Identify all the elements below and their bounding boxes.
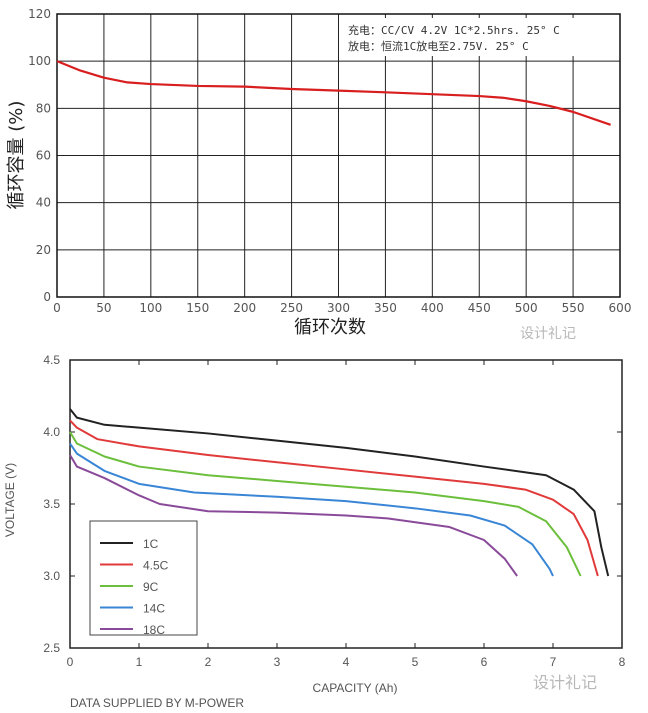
- annotation-box: [340, 18, 590, 56]
- x-tick-label: 7: [550, 655, 557, 669]
- x-tick-label: 600: [609, 301, 632, 315]
- x-tick-label: 350: [374, 301, 397, 315]
- y-tick-label: 100: [28, 54, 51, 68]
- annotation-text: 充电：CC/CV 4.2V 1C*2.5hrs. 25° C: [348, 23, 560, 37]
- x-tick-label: 200: [233, 301, 256, 315]
- series-line-capacity: [56, 60, 611, 126]
- x-tick-label: 6: [481, 655, 488, 669]
- x-tick-label: 0: [67, 655, 74, 669]
- x-axis-label: 循环次数: [294, 317, 366, 338]
- y-tick-label: 20: [36, 243, 51, 257]
- x-tick-label: 2: [205, 655, 212, 669]
- series-line-14C: [69, 442, 554, 577]
- y-tick-label: 60: [36, 149, 51, 163]
- x-tick-label: 1: [136, 655, 143, 669]
- y-tick-label: 3.0: [43, 569, 60, 583]
- x-tick-label: 50: [96, 301, 111, 315]
- legend-box: [89, 520, 198, 636]
- y-tick-label: 120: [28, 7, 51, 21]
- annotation-text: 放电：恒流1C放电至2.75V. 25° C: [348, 39, 529, 53]
- x-tick-label: 5: [412, 655, 419, 669]
- watermark: 设计礼记: [520, 326, 576, 342]
- y-tick-label: 4.5: [43, 353, 60, 367]
- x-tick-label: 550: [562, 301, 585, 315]
- x-tick-label: 300: [327, 301, 350, 315]
- x-tick-label: 100: [139, 301, 162, 315]
- x-tick-label: 3: [274, 655, 281, 669]
- series-line-9C: [69, 431, 582, 577]
- y-axis-label: 循环容量 (%): [6, 101, 27, 210]
- footnote: DATA SUPPLIED BY M-POWER: [70, 696, 244, 710]
- y-tick-label: 4.0: [43, 425, 60, 439]
- x-tick-label: 4: [343, 655, 350, 669]
- series-line-4.5C: [69, 419, 599, 577]
- x-tick-label: 150: [186, 301, 209, 315]
- legend-label: 14C: [143, 602, 165, 616]
- legend-label: 1C: [143, 537, 159, 551]
- cycle-life-chart: 0 50 100 150 200 250 300 350 400 450 500 550 600 0 20 4…: [6, 7, 632, 342]
- x-tick-label: 250: [280, 301, 303, 315]
- y-tick-label: 2.5: [43, 641, 60, 655]
- y-tick-label: 0: [43, 290, 51, 304]
- series-line-18C: [69, 454, 518, 577]
- x-tick-label: 400: [421, 301, 444, 315]
- x-axis-label: CAPACITY (Ah): [313, 681, 398, 695]
- watermark: 设计礼记: [533, 673, 597, 692]
- plot-frame: [56, 13, 621, 298]
- legend-label: 9C: [143, 580, 159, 594]
- x-tick-label: 8: [619, 655, 626, 669]
- y-tick-label: 3.5: [43, 497, 60, 511]
- legend-label: 4.5C: [143, 559, 169, 573]
- y-tick-label: 80: [36, 101, 51, 115]
- legend-label: 18C: [143, 623, 165, 637]
- series-line-1C: [69, 408, 610, 577]
- x-tick-label: 450: [468, 301, 491, 315]
- x-tick-label: 500: [515, 301, 538, 315]
- y-axis-label: VOLTAGE (V): [3, 463, 17, 537]
- x-tick-label: 0: [53, 301, 61, 315]
- y-tick-label: 40: [36, 196, 51, 210]
